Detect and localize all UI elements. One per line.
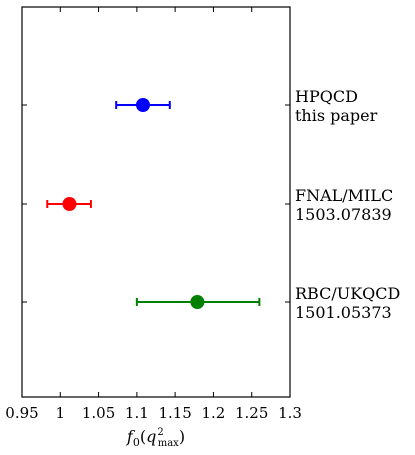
x-tick-label: 1.05 [82, 404, 115, 422]
y-axis-ticks [22, 104, 290, 303]
plot-frame [21, 6, 291, 398]
x-tick-label: 1.15 [158, 404, 191, 422]
point-label-source: 1503.07839 [295, 205, 392, 224]
point-label-name: HPQCD [295, 87, 358, 106]
x-tick-label: 1.25 [235, 404, 268, 422]
point-label-source: 1501.05373 [295, 303, 392, 322]
x-tick-label: 1.1 [125, 404, 149, 422]
data-point [62, 197, 77, 211]
data-point [190, 295, 205, 309]
x-axis-label: f0(q2 max) [126, 427, 185, 449]
point-label-name: RBC/UKQCD [295, 284, 400, 303]
x-tick-label: 0.95 [5, 404, 38, 422]
x-tick-label: 1.3 [278, 404, 302, 422]
point-label-source: this paper [295, 106, 378, 125]
data-points [46, 98, 261, 309]
x-tick-label: 1.2 [201, 404, 225, 422]
x-axis: 0.95 1 1.05 1.1 1.15 1.2 1.25 1.3 [5, 7, 302, 422]
x-tick-label: 1 [56, 404, 66, 422]
data-point [135, 98, 150, 112]
point-label-name: FNAL/MILC [295, 186, 393, 205]
